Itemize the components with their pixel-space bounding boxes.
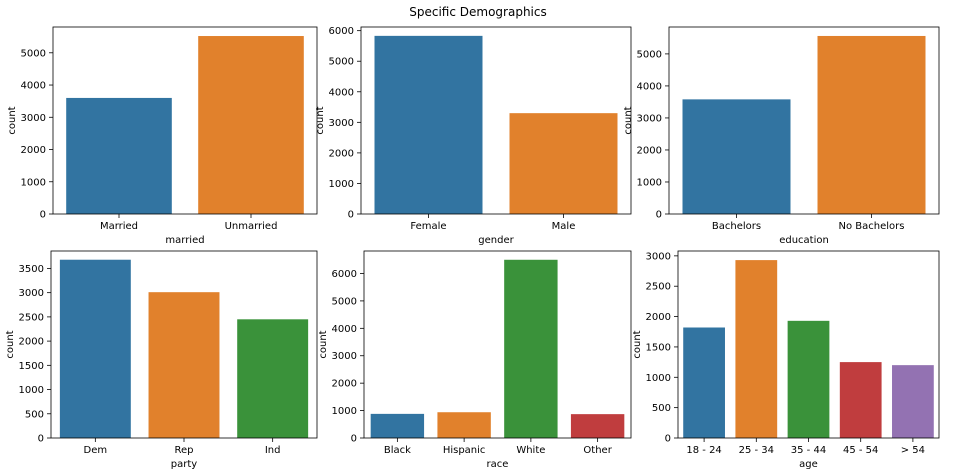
y-tick-label: 500	[652, 403, 671, 414]
axes-frame	[52, 26, 318, 215]
y-tick-label: 1500	[646, 342, 671, 353]
bar	[817, 35, 926, 214]
y-tick-label: 5000	[637, 49, 662, 60]
y-tick-label: 1000	[637, 177, 662, 188]
y-tick-label: 0	[656, 210, 662, 221]
y-tick-label: 0	[348, 210, 354, 221]
x-tick-label: Bachelors	[712, 221, 761, 232]
y-tick-label: 4000	[637, 81, 662, 92]
y-tick-label: 4000	[332, 324, 357, 335]
bar	[66, 97, 172, 214]
bar	[437, 412, 491, 438]
axes-frame	[363, 250, 632, 439]
bar	[509, 113, 618, 214]
x-tick-label: 18 - 24	[686, 445, 721, 456]
y-tick-label: 2000	[21, 145, 46, 156]
x-tick-label: Male	[552, 221, 576, 232]
y-tick-label: 2000	[329, 148, 354, 159]
bar	[839, 362, 882, 438]
y-tick-label: 3000	[329, 118, 354, 129]
y-tick-label: 6000	[332, 269, 357, 280]
bar	[735, 260, 778, 438]
y-tick-label: 0	[38, 434, 44, 445]
bar	[683, 327, 725, 438]
y-axis-label: count	[632, 330, 643, 358]
y-axis-label: count	[5, 330, 16, 358]
y-tick-label: 1500	[19, 361, 44, 372]
axes-frame	[360, 26, 632, 215]
y-tick-label: 3000	[332, 351, 357, 362]
x-tick-label: Dem	[84, 445, 108, 456]
x-axis-label: married	[165, 235, 204, 246]
x-tick-label: Black	[384, 445, 411, 456]
y-tick-label: 3500	[19, 264, 44, 275]
figure-title: Specific Demographics	[409, 5, 547, 19]
y-tick-label: 1000	[646, 373, 671, 384]
y-tick-label: 2500	[19, 312, 44, 323]
y-tick-label: 4000	[329, 87, 354, 98]
y-tick-label: 1000	[19, 385, 44, 396]
y-tick-label: 1000	[332, 406, 357, 417]
x-axis-label: party	[171, 459, 198, 470]
y-tick-label: 4000	[21, 81, 46, 92]
y-tick-label: 1000	[21, 177, 46, 188]
y-tick-label: 5000	[329, 57, 354, 68]
y-tick-label: 5000	[21, 48, 46, 59]
y-tick-label: 2000	[637, 145, 662, 156]
x-tick-label: Hispanic	[443, 445, 486, 456]
y-tick-label: 3000	[21, 113, 46, 124]
x-tick-label: Female	[410, 221, 446, 232]
bar	[59, 259, 131, 438]
bar	[237, 319, 309, 438]
y-tick-label: 0	[665, 434, 671, 445]
x-tick-label: 25 - 34	[739, 445, 774, 456]
x-tick-label: Ind	[265, 445, 281, 456]
x-axis-label: gender	[478, 235, 514, 246]
x-axis-label: race	[487, 459, 509, 470]
axes-frame	[668, 26, 940, 215]
x-tick-label: Married	[100, 221, 138, 232]
y-axis-label: count	[318, 330, 329, 358]
x-tick-label: White	[516, 445, 545, 456]
x-tick-label: No Bachelors	[839, 221, 905, 232]
bar	[374, 35, 483, 214]
y-tick-label: 2000	[19, 337, 44, 348]
bar	[570, 414, 625, 438]
bar	[892, 365, 934, 438]
y-tick-label: 2000	[646, 312, 671, 323]
bar	[504, 259, 558, 438]
y-axis-label: count	[623, 106, 634, 134]
bar	[787, 320, 830, 438]
x-tick-label: 45 - 54	[843, 445, 878, 456]
y-tick-label: 3000	[646, 251, 671, 262]
bar	[148, 292, 220, 438]
y-axis-label: count	[7, 106, 18, 134]
x-tick-label: Other	[583, 445, 612, 456]
x-axis-label: age	[799, 459, 818, 470]
axes-frame	[50, 250, 318, 439]
y-tick-label: 2500	[646, 282, 671, 293]
bar	[370, 413, 425, 438]
x-tick-label: 35 - 44	[791, 445, 826, 456]
y-tick-label: 5000	[332, 296, 357, 307]
bar	[198, 36, 304, 214]
axes-frame	[677, 250, 940, 439]
y-tick-label: 2000	[332, 379, 357, 390]
x-axis-label: education	[779, 235, 829, 246]
y-axis-label: count	[315, 106, 326, 134]
y-tick-label: 6000	[329, 26, 354, 37]
y-tick-label: 0	[351, 434, 357, 445]
y-tick-label: 500	[25, 409, 44, 420]
x-tick-label: Rep	[175, 445, 194, 456]
y-tick-label: 1000	[329, 179, 354, 190]
y-tick-label: 3000	[19, 288, 44, 299]
y-tick-label: 3000	[637, 113, 662, 124]
bar	[682, 99, 791, 214]
y-tick-label: 0	[40, 210, 46, 221]
x-tick-label: > 54	[901, 445, 925, 456]
x-tick-label: Unmarried	[225, 221, 278, 232]
